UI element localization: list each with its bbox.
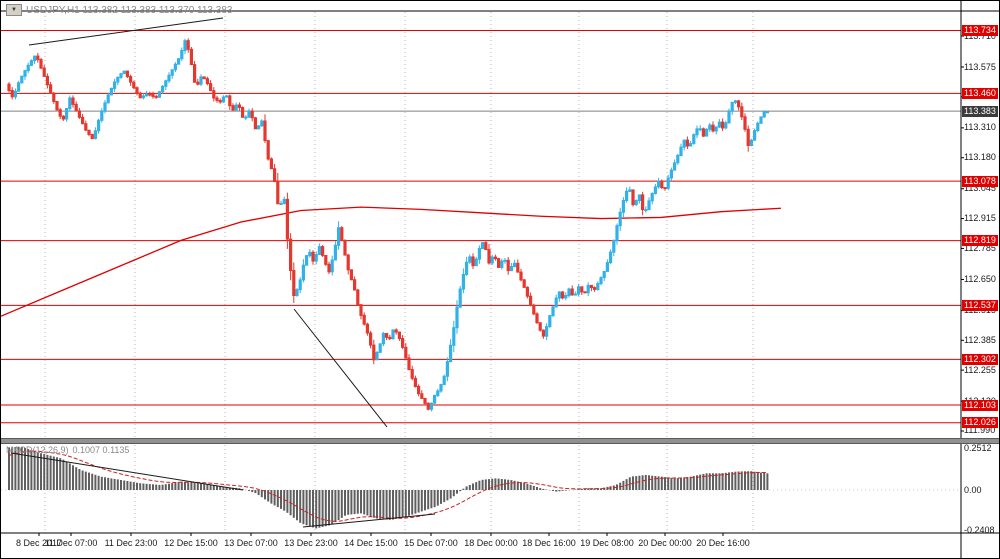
macd-name: MACD(12,26,9)	[6, 445, 69, 455]
symbol-dropdown-icon[interactable]: ▼	[6, 4, 22, 16]
candles-up	[13, 38, 769, 412]
macd-indicator-label: MACD(12,26,9) 0.1007 0.1135	[6, 445, 133, 455]
chart-title-text: USDJPY,H1 113.382 113.383 113.370 113.38…	[26, 4, 233, 16]
candles-down	[7, 38, 750, 411]
grid-lines	[44, 12, 754, 532]
chart-title-bar: ▼ USDJPY,H1 113.382 113.383 113.370 113.…	[6, 4, 232, 16]
macd-histogram	[8, 446, 769, 529]
macd-signal-line	[8, 450, 768, 522]
moving-average-line[interactable]	[1, 206, 782, 317]
horizontal-price-lines[interactable]	[1, 29, 961, 424]
macd-trendlines[interactable]	[10, 452, 436, 528]
trendlines[interactable]	[28, 17, 388, 428]
panel-resize-separator[interactable]	[1, 438, 999, 444]
macd-values: 0.1007 0.1135	[72, 445, 130, 455]
